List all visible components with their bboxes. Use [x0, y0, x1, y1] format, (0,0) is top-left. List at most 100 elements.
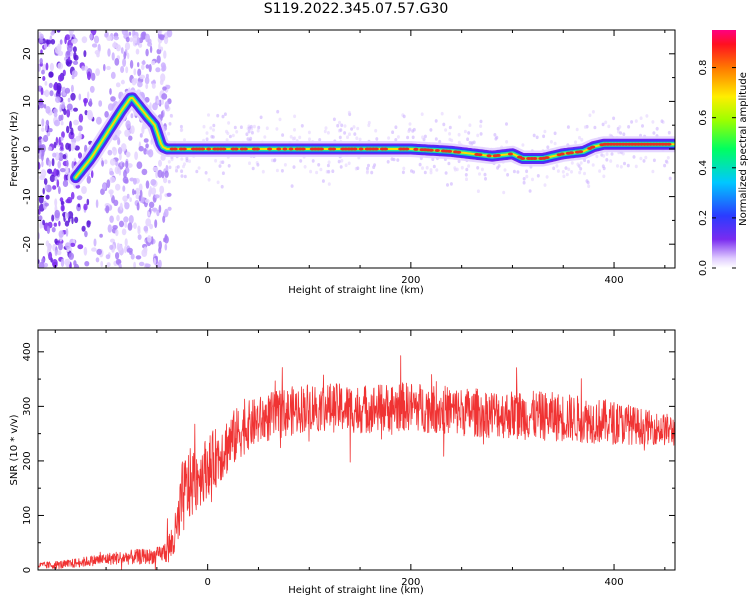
- noise-cell: [644, 155, 648, 160]
- noise-cell: [83, 203, 88, 211]
- noise-cell: [402, 166, 406, 171]
- noise-cell: [578, 170, 582, 175]
- noise-cell: [444, 171, 448, 175]
- noise-cell: [289, 135, 293, 139]
- noise-cell: [145, 64, 150, 69]
- ridge-peak: [590, 145, 596, 149]
- noise-cell: [41, 69, 45, 75]
- noise-cell: [40, 87, 44, 96]
- noise-cell: [116, 244, 123, 251]
- noise-cell: [150, 179, 157, 186]
- noise-cell: [472, 140, 476, 145]
- noise-cell: [144, 198, 150, 204]
- noise-cell: [120, 66, 125, 73]
- noise-cell: [118, 263, 122, 268]
- noise-cell: [543, 129, 547, 134]
- noise-cell: [38, 161, 41, 170]
- noise-cell: [438, 139, 442, 144]
- noise-cell: [60, 258, 65, 267]
- noise-cell: [220, 184, 224, 189]
- noise-cell: [225, 129, 228, 134]
- noise-cell: [49, 62, 55, 72]
- noise-cell: [62, 179, 69, 187]
- noise-cell: [96, 116, 102, 125]
- noise-cell: [645, 114, 649, 118]
- noise-cell: [113, 35, 120, 41]
- noise-cell: [48, 128, 53, 133]
- colorbar-tick-label: 0.8: [698, 60, 709, 76]
- noise-cell: [601, 122, 605, 127]
- noise-cell: [64, 166, 69, 176]
- noise-cell: [457, 132, 461, 137]
- noise-cell: [48, 251, 53, 261]
- noise-cell: [86, 175, 92, 184]
- noise-cell: [123, 216, 129, 223]
- noise-cell: [275, 127, 279, 131]
- noise-cell: [69, 120, 72, 130]
- noise-cell: [157, 30, 163, 35]
- noise-cell: [326, 131, 330, 135]
- noise-cell: [340, 159, 344, 163]
- noise-cell: [651, 120, 655, 124]
- noise-cell: [163, 50, 167, 59]
- noise-cell: [321, 179, 325, 183]
- noise-cell: [83, 246, 88, 256]
- noise-cell: [202, 124, 206, 129]
- noise-cell: [317, 163, 321, 167]
- noise-cell: [160, 110, 164, 119]
- noise-cell: [247, 129, 251, 134]
- noise-cell: [54, 198, 58, 207]
- noise-cell: [412, 127, 416, 132]
- noise-cell: [493, 133, 497, 137]
- noise-cell: [576, 162, 580, 167]
- noise-cell: [107, 48, 111, 57]
- noise-cell: [50, 39, 56, 45]
- noise-cell: [157, 169, 163, 178]
- noise-cell: [591, 163, 595, 167]
- noise-cell: [411, 135, 415, 140]
- noise-cell: [120, 143, 127, 152]
- noise-cell: [429, 128, 433, 132]
- ridge-peak: [577, 150, 584, 154]
- noise-cell: [387, 136, 391, 140]
- noise-cell: [156, 98, 160, 104]
- noise-cell: [375, 137, 379, 141]
- noise-cell: [221, 160, 225, 164]
- noise-cell: [51, 158, 55, 167]
- ridge-peak: [318, 147, 324, 151]
- spectrogram-ylabel: Frequency (Hz): [9, 111, 20, 187]
- noise-cell: [81, 225, 86, 232]
- noise-cell: [151, 207, 158, 212]
- noise-cell: [66, 108, 71, 118]
- noise-cell: [346, 135, 349, 139]
- noise-cell: [392, 157, 396, 162]
- ridge-peak: [382, 147, 389, 151]
- noise-cell: [139, 74, 146, 80]
- noise-cell: [78, 113, 84, 123]
- noise-cell: [138, 183, 143, 192]
- noise-cell: [72, 60, 79, 65]
- noise-cell: [323, 129, 327, 134]
- noise-cell: [218, 164, 222, 168]
- noise-cell: [278, 117, 282, 122]
- noise-cell: [546, 145, 550, 149]
- noise-cell: [476, 133, 480, 138]
- noise-cell: [502, 190, 506, 195]
- noise-cell: [164, 243, 168, 251]
- colorbar-ticks: 0.0 0.2 0.4 0.6 0.8: [698, 60, 736, 276]
- noise-cell: [109, 244, 114, 250]
- noise-cell: [291, 136, 295, 141]
- noise-cell: [125, 66, 129, 74]
- noise-cell: [38, 208, 41, 215]
- noise-cell: [143, 225, 149, 232]
- colorbar-label: Normalized spectral amplitude: [738, 72, 749, 226]
- noise-cell: [455, 167, 459, 172]
- noise-cell: [64, 87, 71, 94]
- noise-cell: [115, 82, 121, 88]
- noise-cell: [51, 214, 55, 222]
- noise-cell: [555, 164, 559, 168]
- noise-cell: [463, 129, 467, 134]
- noise-cell: [46, 225, 51, 234]
- noise-cell: [145, 150, 151, 155]
- noise-cell: [122, 195, 128, 202]
